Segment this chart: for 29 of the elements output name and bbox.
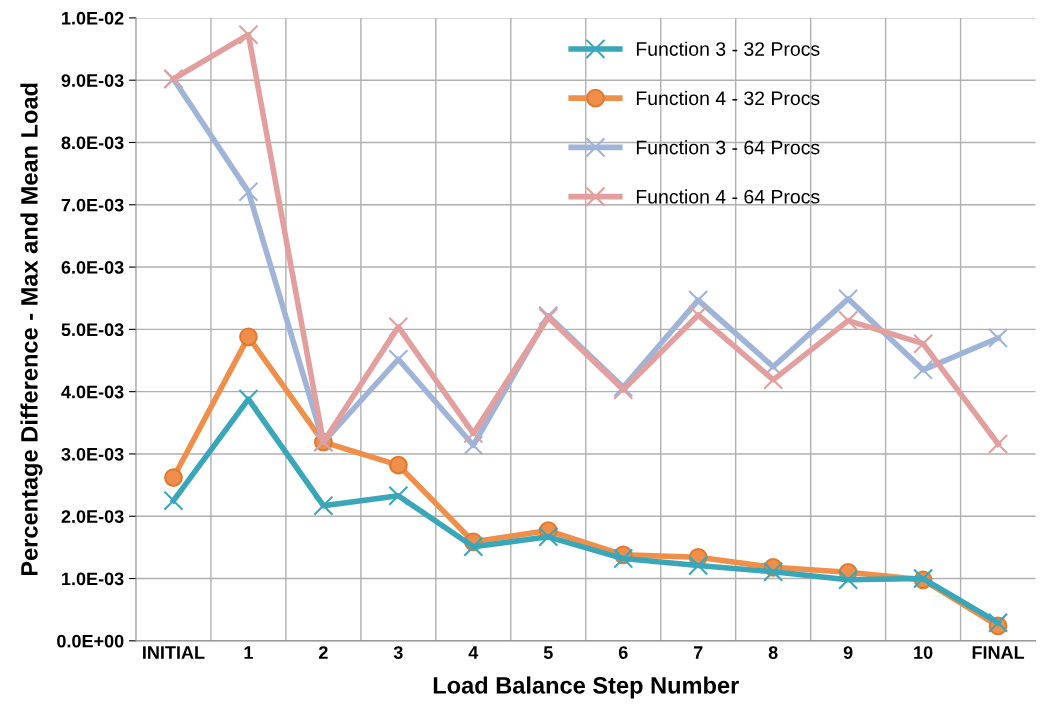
y-tick-label: 1.0E-03 <box>62 572 124 586</box>
y-tick-label: 8.0E-03 <box>61 136 124 150</box>
x-tick-label: INITIAL <box>143 646 205 659</box>
y-tick-label: 1.0E-02 <box>62 11 124 25</box>
legend-label: Function 4 - 32 Procs <box>636 90 820 106</box>
legend-label: Function 3 - 32 Procs <box>636 41 820 56</box>
x-tick-label: 10 <box>914 646 933 659</box>
x-tick-label: 1 <box>244 646 253 659</box>
y-tick-label: 7.0E-03 <box>61 198 124 212</box>
y-tick-label: 6.0E-03 <box>61 261 124 274</box>
y-tick-label: 2.0E-03 <box>61 510 124 523</box>
x-tick-label: 8 <box>768 646 778 659</box>
x-tick-label: 3 <box>393 646 403 659</box>
y-tick-label: 4.0E-03 <box>61 385 124 399</box>
x-tick-label: 4 <box>468 646 479 659</box>
x-tick-label: 2 <box>318 646 328 659</box>
x-tick-label: 6 <box>618 646 628 659</box>
y-tick-label: 9.0E-03 <box>61 74 124 87</box>
x-axis-title: Load Balance Step Number <box>433 676 739 699</box>
y-tick-label: 0.0E+00 <box>57 634 124 648</box>
y-axis-title: Percentage Difference - Max and Mean Load <box>20 83 43 576</box>
y-tick-label: 5.0E-03 <box>61 323 124 337</box>
x-tick-label: 9 <box>843 646 853 659</box>
x-tick-label: FINAL <box>972 646 1025 659</box>
legend-label: Function 4 - 64 Procs <box>636 189 820 204</box>
x-tick-label: 7 <box>693 646 703 659</box>
y-tick-label: 3.0E-03 <box>61 447 124 461</box>
legend-label: Function 3 - 64 Procs <box>636 140 820 155</box>
x-tick-label: 5 <box>543 646 553 659</box>
